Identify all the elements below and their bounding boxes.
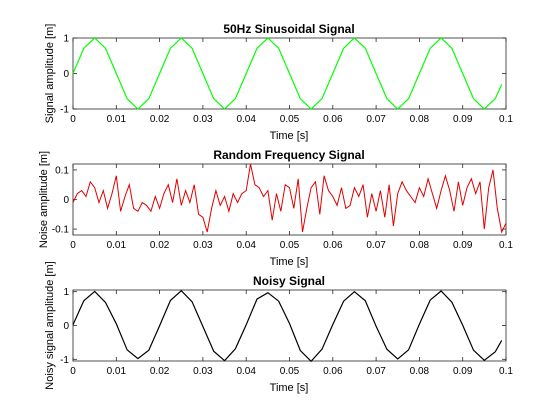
plot-area [72, 289, 507, 362]
x-tick-label: 0.05 [280, 240, 300, 251]
x-tick-label: 0.07 [366, 114, 386, 125]
x-tick-label: 0.08 [410, 240, 430, 251]
x-tick-label: 0.09 [453, 114, 473, 125]
x-tick-label: 0.06 [323, 240, 343, 251]
y-ticks: -1 0 1 [60, 34, 506, 116]
subplot-random-frequency: Random Frequency Signal 0 0.01 0.02 0.03 0.0… [38, 148, 513, 268]
x-axis-label: Time [s] [270, 130, 309, 142]
y-tick-label: 0 [63, 195, 69, 206]
y-tick-label: 0 [63, 69, 69, 80]
y-ticks: -1 0 1 [60, 287, 506, 366]
x-tick-label: 0.03 [193, 114, 213, 125]
x-tick-label: 0.02 [150, 114, 170, 125]
x-tick-label: 0.08 [410, 366, 430, 377]
x-tick-label: 0.03 [193, 366, 213, 377]
y-tick-label: 0.1 [55, 165, 69, 176]
x-tick-label: 0.06 [323, 114, 343, 125]
series-line-noisy [72, 289, 503, 363]
x-tick-label: 0 [70, 240, 76, 251]
x-tick-label: 0.04 [236, 366, 256, 377]
x-tick-label: 0.02 [150, 366, 170, 377]
x-tick-label: 0.09 [453, 366, 473, 377]
x-tick-label: 0 [70, 366, 76, 377]
y-axis-label: Signal amplitude [m] [44, 24, 56, 124]
x-tick-label: 0.09 [453, 240, 473, 251]
y-tick-label: -0.1 [52, 225, 70, 236]
series-line-sinusoid [72, 37, 503, 110]
x-tick-label: 0.1 [499, 240, 513, 251]
subplot-sinusoidal: 50Hz Sinusoidal Signal 0 0.01 0.02 0.03 0.04… [44, 22, 513, 142]
y-tick-label: 0 [63, 321, 69, 332]
y-tick-label: 1 [63, 287, 69, 298]
x-tick-label: 0 [70, 114, 76, 125]
chart-title: 50Hz Sinusoidal Signal [223, 22, 354, 36]
x-tick-label: 0.04 [236, 240, 256, 251]
x-tick-label: 0.01 [107, 366, 127, 377]
series-line-noise [72, 163, 507, 234]
x-tick-label: 0.04 [236, 114, 256, 125]
y-axis-label: Noisy signal amplitude [m] [44, 261, 56, 389]
subplot-noisy: Noisy Signal 0 0.01 0.02 0.03 0.04 0.05 0.06 0.… [44, 261, 513, 394]
x-tick-label: 0.06 [323, 366, 343, 377]
x-ticks: 0 0.01 0.02 0.03 0.04 0.05 0.06 0.07 0.08 0.09 0.1 [70, 164, 513, 251]
y-tick-label: -1 [60, 355, 69, 366]
x-axis-label: Time [s] [270, 256, 309, 268]
x-axis-label: Time [s] [270, 382, 309, 394]
x-ticks: 0 0.01 0.02 0.03 0.04 0.05 0.06 0.07 0.08 0.09 0.1 [70, 38, 513, 125]
y-axis-label: Noise amplitude [m] [38, 151, 50, 248]
x-tick-label: 0.03 [193, 240, 213, 251]
x-tick-label: 0.01 [107, 114, 127, 125]
y-tick-label: -1 [60, 105, 69, 116]
y-tick-label: 1 [63, 34, 69, 45]
plot-area [72, 163, 507, 236]
x-tick-label: 0.05 [280, 366, 300, 377]
x-tick-label: 0.05 [280, 114, 300, 125]
chart-title: Noisy Signal [253, 274, 325, 288]
x-tick-label: 0.01 [107, 240, 127, 251]
x-tick-label: 0.07 [366, 240, 386, 251]
x-tick-label: 0.07 [366, 366, 386, 377]
x-tick-label: 0.1 [499, 114, 513, 125]
x-tick-label: 0.08 [410, 114, 430, 125]
x-ticks: 0 0.01 0.02 0.03 0.04 0.05 0.06 0.07 0.08 0.09 0.1 [70, 290, 513, 377]
x-tick-label: 0.1 [499, 366, 513, 377]
chart-title: Random Frequency Signal [213, 148, 364, 162]
x-tick-label: 0.02 [150, 240, 170, 251]
